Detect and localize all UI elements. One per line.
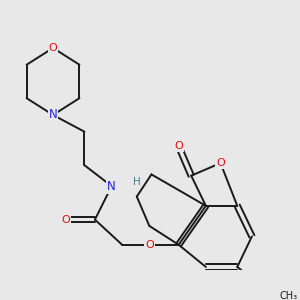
Text: CH₃: CH₃ (279, 291, 297, 300)
Text: H: H (133, 177, 141, 187)
Text: O: O (145, 240, 154, 250)
Text: O: O (61, 214, 70, 225)
Text: O: O (216, 158, 225, 168)
Text: O: O (49, 43, 57, 53)
Text: N: N (107, 180, 116, 193)
Text: O: O (174, 141, 183, 152)
Text: N: N (49, 109, 57, 122)
